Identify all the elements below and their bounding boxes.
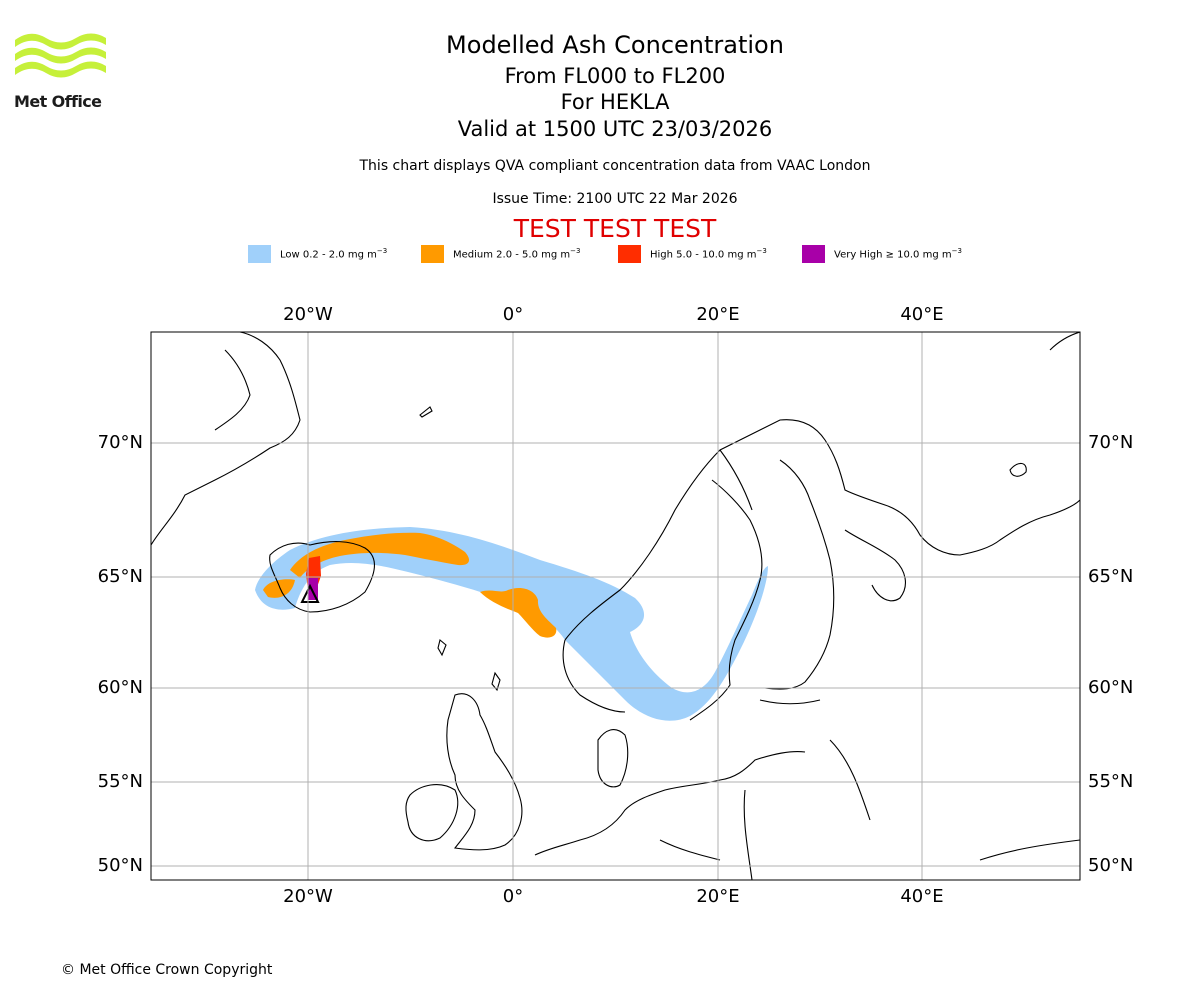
- map-frame: [150, 331, 1081, 881]
- volcano-name: For HEKLA: [560, 90, 670, 114]
- lat-label-left-65n: 65°N: [98, 566, 143, 587]
- lat-label-left-50n: 50°N: [98, 855, 143, 876]
- lon-label-bottom-0: 0°: [503, 886, 523, 907]
- legend-swatch-low: [248, 245, 271, 263]
- legend-label-high: High 5.0 - 10.0 mg m: [650, 249, 757, 261]
- lat-label-left-70n: 70°N: [98, 432, 143, 453]
- ash-medium-area-3: [480, 588, 557, 638]
- valid-time: Valid at 1500 UTC 23/03/2026: [457, 117, 773, 141]
- legend-swatch-very-high: [802, 245, 825, 263]
- lon-label-bottom-40e: 40°E: [900, 886, 943, 907]
- lat-label-right-65n: 65°N: [1088, 566, 1133, 587]
- volcano-triangle-icon: [300, 583, 320, 603]
- logo-text: Met Office: [14, 92, 102, 111]
- lat-label-right-60n: 60°N: [1088, 677, 1133, 698]
- lon-label-bottom-20e: 20°E: [696, 886, 739, 907]
- lon-label-bottom-20w: 20°W: [283, 886, 333, 907]
- lat-label-right-55n: 55°N: [1088, 771, 1133, 792]
- flight-level: From FL000 to FL200: [504, 64, 726, 88]
- ash-medium-area-2: [290, 532, 470, 578]
- lat-label-right-70n: 70°N: [1088, 432, 1133, 453]
- ash-low-area: [255, 527, 768, 721]
- legend-label-medium: Medium 2.0 - 5.0 mg m: [453, 249, 571, 261]
- lon-label-top-40e: 40°E: [900, 304, 943, 325]
- legend-label-low: Low 0.2 - 2.0 mg m: [280, 249, 377, 261]
- chart-title: Modelled Ash Concentration: [446, 31, 784, 59]
- coastlines: [151, 332, 1080, 880]
- met-office-logo-icon: [15, 33, 106, 78]
- legend-label-very-high: Very High ≥ 10.0 mg m: [834, 249, 952, 261]
- lon-label-top-20e: 20°E: [696, 304, 739, 325]
- lat-label-left-60n: 60°N: [98, 677, 143, 698]
- lat-label-left-55n: 55°N: [98, 771, 143, 792]
- gridlines: [151, 332, 1080, 880]
- lon-label-top-20w: 20°W: [283, 304, 333, 325]
- issue-time: Issue Time: 2100 UTC 22 Mar 2026: [492, 191, 738, 207]
- legend-swatch-medium: [421, 245, 444, 263]
- lat-label-right-50n: 50°N: [1088, 855, 1133, 876]
- lon-label-top-0: 0°: [503, 304, 523, 325]
- legend-swatch-high: [618, 245, 641, 263]
- test-banner: TEST TEST TEST: [513, 214, 717, 243]
- ash-medium-area-1: [263, 579, 295, 598]
- ash-very-high-area: [308, 578, 318, 600]
- copyright-notice: © Met Office Crown Copyright: [61, 962, 273, 978]
- chart-description: This chart displays QVA compliant concen…: [359, 158, 871, 174]
